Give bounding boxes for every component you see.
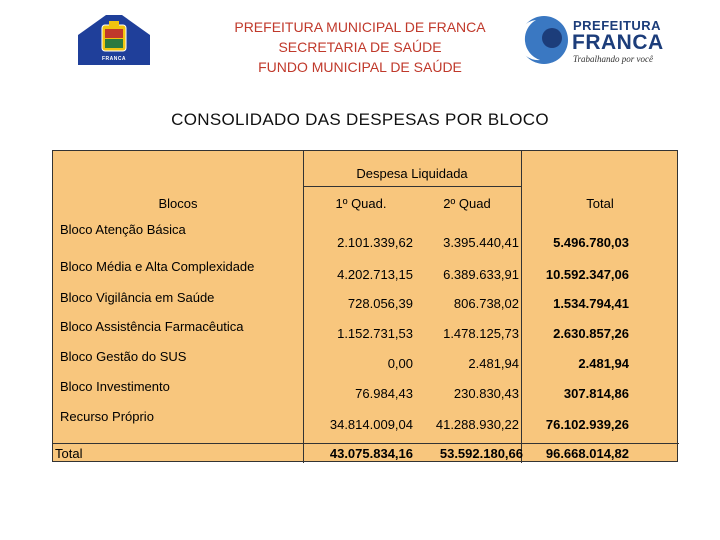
- total-q2: 53.592.180,66: [439, 446, 523, 461]
- row-total: 10.592.347,06: [545, 267, 629, 282]
- row-total: 1.534.794,41: [553, 296, 629, 311]
- logo-slogan: Trabalhando por você: [573, 54, 653, 64]
- grid-line: [303, 186, 521, 187]
- row-label: Bloco Média e Alta Complexidade: [60, 259, 255, 274]
- row-total: 2.630.857,26: [553, 326, 629, 341]
- row-q1: 728.056,39: [347, 296, 413, 311]
- row-q2: 41.288.930,22: [435, 417, 519, 432]
- row-q1: 0,00: [387, 356, 413, 371]
- logo-emblem-icon: [518, 16, 568, 64]
- expenses-table: Despesa Liquidada Blocos 1º Quad. 2º Qua…: [52, 150, 679, 463]
- total-total: 96.668.014,82: [545, 446, 629, 461]
- logo-word-prefeitura: PREFEITURA: [573, 18, 662, 33]
- row-q2: 806.738,02: [453, 296, 519, 311]
- row-label: Recurso Próprio: [60, 409, 154, 424]
- column-header-blocos: Blocos: [158, 196, 198, 211]
- header-lines: PREFEITURA MUNICIPAL DE FRANCA SECRETARI…: [200, 17, 520, 77]
- row-label: Bloco Investimento: [60, 379, 170, 394]
- row-total: 2.481,94: [578, 356, 629, 371]
- header-line-secretaria: SECRETARIA DE SAÚDE: [278, 39, 442, 55]
- row-label: Bloco Atenção Básica: [60, 222, 186, 237]
- city-flag: FRANCA: [78, 15, 150, 65]
- row-label: Bloco Vigilância em Saúde: [60, 290, 215, 305]
- total-q1: 43.075.834,16: [329, 446, 413, 461]
- logo-word-franca: FRANCA: [572, 31, 664, 54]
- header-line-prefeitura: PREFEITURA MUNICIPAL DE FRANCA: [234, 19, 486, 35]
- column-header-q1: 1º Quad.: [335, 196, 387, 211]
- row-total: 5.496.780,03: [553, 235, 629, 250]
- column-header-total: Total: [586, 196, 614, 211]
- row-q2: 1.478.125,73: [443, 326, 519, 341]
- row-q2: 230.830,43: [453, 386, 519, 401]
- flag-label: FRANCA: [101, 56, 127, 62]
- row-q1: 34.814.009,04: [329, 417, 413, 432]
- flag-graphic: [78, 15, 150, 52]
- grid-line: [521, 151, 522, 463]
- group-header: Despesa Liquidada: [356, 166, 468, 181]
- row-q1: 4.202.713,15: [337, 267, 413, 282]
- row-q1: 1.152.731,53: [337, 326, 413, 341]
- row-q2: 6.389.633,91: [443, 267, 519, 282]
- document-title: CONSOLIDADO DAS DESPESAS POR BLOCO: [171, 110, 549, 129]
- grid-line: [303, 151, 304, 463]
- row-label: Bloco Gestão do SUS: [60, 349, 187, 364]
- column-header-q2: 2º Quad: [443, 196, 491, 211]
- row-total: 307.814,86: [563, 386, 629, 401]
- row-q2: 3.395.440,41: [443, 235, 519, 250]
- grid-line: [53, 443, 679, 444]
- row-q1: 76.984,43: [355, 386, 413, 401]
- row-label: Bloco Assistência Farmacêutica: [60, 319, 244, 334]
- row-q1: 2.101.339,62: [337, 235, 413, 250]
- prefeitura-logo: PREFEITURA FRANCA Trabalhando por você: [518, 14, 663, 66]
- header-line-fundo: FUNDO MUNICIPAL DE SAÚDE: [258, 59, 462, 75]
- total-label: Total: [55, 446, 83, 461]
- row-total: 76.102.939,26: [545, 417, 629, 432]
- row-q2: 2.481,94: [468, 356, 519, 371]
